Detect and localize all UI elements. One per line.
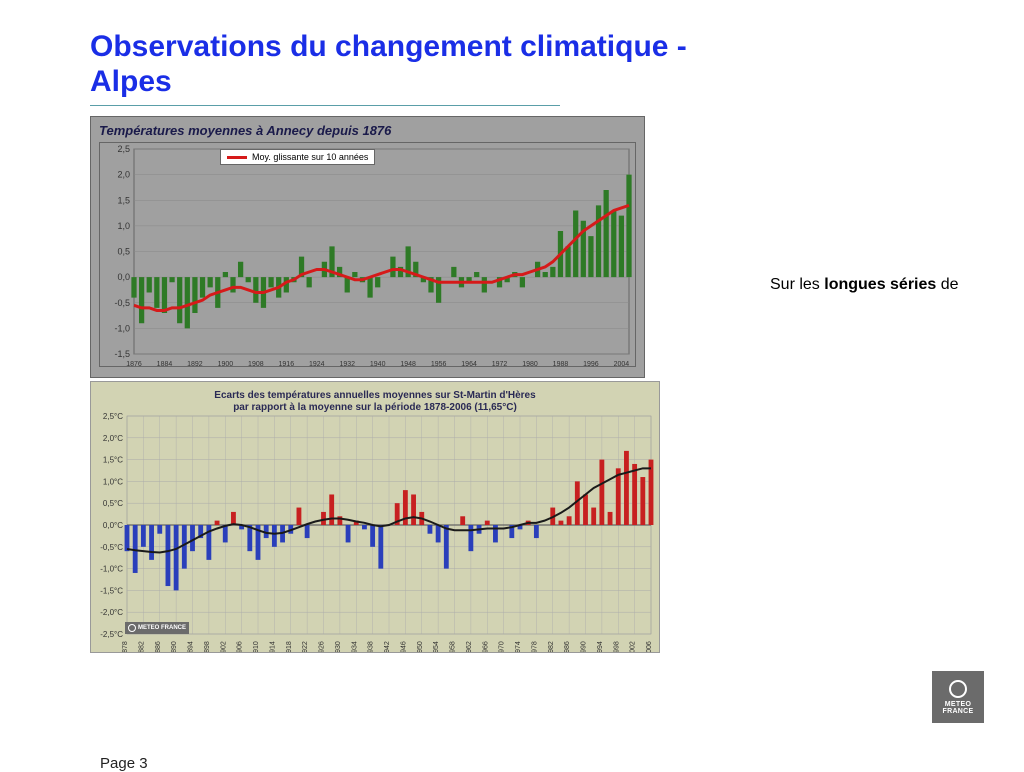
svg-text:-2,0°C: -2,0°C: [100, 608, 123, 617]
svg-text:1974: 1974: [515, 641, 522, 652]
chart-stmartin: -2,5°C -2,0°C -1,5°C -1,0°C -0,5°C 0,0°C 0,5°C…: [90, 381, 660, 653]
svg-text:1934: 1934: [351, 641, 358, 652]
svg-text:-0,5: -0,5: [114, 298, 130, 308]
svg-text:1884: 1884: [157, 361, 173, 368]
svg-text:1,5: 1,5: [117, 195, 130, 205]
svg-text:-2,5°C: -2,5°C: [100, 630, 123, 639]
svg-text:1990: 1990: [581, 641, 588, 652]
svg-text:1916: 1916: [279, 361, 295, 368]
svg-text:-1,5°C: -1,5°C: [100, 586, 123, 595]
svg-text:1,0°C: 1,0°C: [103, 477, 123, 486]
chart-annecy: Températures moyennes à Annecy depuis 18…: [90, 116, 645, 378]
svg-text:1892: 1892: [187, 361, 203, 368]
svg-text:1930: 1930: [335, 641, 342, 652]
svg-text:2,0°C: 2,0°C: [103, 434, 123, 443]
svg-text:1988: 1988: [553, 361, 569, 368]
chart-annecy-plot: -1,5 -1,0 -0,5 0,0 0,5 1,0 1,5 2,0 2,5 1876 1884 18…: [99, 142, 636, 367]
svg-text:2006: 2006: [646, 641, 653, 652]
chart-stmartin-logo: METEO FRANCE: [125, 622, 189, 634]
meteo-france-logo: METEO FRANCE: [932, 671, 984, 723]
page-number: Page 3: [100, 755, 148, 772]
svg-text:1926: 1926: [319, 641, 326, 652]
chart-stmartin-plot: -2,5°C -2,0°C -1,5°C -1,0°C -0,5°C 0,0°C 0,5°C…: [91, 382, 659, 652]
svg-text:1900: 1900: [218, 361, 234, 368]
svg-text:1886: 1886: [155, 641, 162, 652]
svg-text:1906: 1906: [237, 641, 244, 652]
svg-text:1966: 1966: [482, 641, 489, 652]
svg-text:0,5°C: 0,5°C: [103, 499, 123, 508]
svg-text:1894: 1894: [188, 641, 195, 652]
title-line-1: Observations du changement climatique -: [90, 30, 687, 63]
svg-text:1956: 1956: [431, 361, 447, 368]
svg-text:1938: 1938: [368, 641, 375, 652]
svg-text:1940: 1940: [370, 361, 386, 368]
title-divider: [90, 105, 560, 106]
chart-annecy-title: Températures moyennes à Annecy depuis 18…: [99, 123, 636, 138]
svg-text:1876: 1876: [126, 361, 142, 368]
svg-text:1898: 1898: [204, 641, 211, 652]
svg-text:1,0: 1,0: [117, 221, 130, 231]
svg-text:1998: 1998: [613, 641, 620, 652]
svg-text:1882: 1882: [138, 641, 145, 652]
svg-text:1954: 1954: [433, 641, 440, 652]
svg-text:1986: 1986: [564, 641, 571, 652]
svg-text:2002: 2002: [630, 641, 637, 652]
svg-text:1946: 1946: [400, 641, 407, 652]
svg-text:1970: 1970: [499, 641, 506, 652]
logo-ring-icon: [949, 680, 967, 698]
svg-text:1922: 1922: [302, 641, 309, 652]
svg-text:-1,0°C: -1,0°C: [100, 565, 123, 574]
title-line-2: Alpes: [90, 65, 172, 98]
svg-text:1918: 1918: [286, 641, 293, 652]
svg-text:1978: 1978: [531, 641, 538, 652]
svg-text:1910: 1910: [253, 641, 260, 652]
page-title: Observations du changement climatique - …: [90, 30, 934, 99]
svg-text:-1,5: -1,5: [114, 349, 130, 359]
svg-text:1914: 1914: [269, 641, 276, 652]
svg-text:1994: 1994: [597, 641, 604, 652]
svg-text:1964: 1964: [461, 361, 477, 368]
logo-text-2: FRANCE: [943, 708, 974, 715]
svg-text:-0,5°C: -0,5°C: [100, 543, 123, 552]
svg-text:1972: 1972: [492, 361, 508, 368]
chart-stmartin-title: Ecarts des températures annuelles moyenn…: [91, 390, 659, 413]
svg-text:1902: 1902: [220, 641, 227, 652]
svg-text:1996: 1996: [583, 361, 599, 368]
svg-text:-1,0: -1,0: [114, 323, 130, 333]
logo-text-1: METEO: [945, 701, 971, 708]
side-text: Sur les longues séries de: [770, 276, 959, 294]
svg-text:0,5: 0,5: [117, 247, 130, 257]
svg-text:1950: 1950: [417, 641, 424, 652]
svg-text:0,0: 0,0: [117, 272, 130, 282]
svg-text:1932: 1932: [339, 361, 355, 368]
svg-text:1878: 1878: [122, 641, 129, 652]
svg-text:2004: 2004: [614, 361, 630, 368]
svg-text:1,5°C: 1,5°C: [103, 456, 123, 465]
svg-text:1962: 1962: [466, 641, 473, 652]
svg-text:1924: 1924: [309, 361, 325, 368]
svg-text:1982: 1982: [548, 641, 555, 652]
svg-text:1958: 1958: [450, 641, 457, 652]
svg-text:2,0: 2,0: [117, 170, 130, 180]
svg-text:1948: 1948: [400, 361, 416, 368]
svg-text:2,5: 2,5: [117, 144, 130, 154]
svg-text:1908: 1908: [248, 361, 264, 368]
svg-text:1942: 1942: [384, 641, 391, 652]
chart-annecy-legend: Moy. glissante sur 10 années: [220, 149, 375, 165]
svg-text:1980: 1980: [522, 361, 538, 368]
svg-text:1890: 1890: [171, 641, 178, 652]
svg-text:2,5°C: 2,5°C: [103, 412, 123, 421]
svg-text:0,0°C: 0,0°C: [103, 521, 123, 530]
